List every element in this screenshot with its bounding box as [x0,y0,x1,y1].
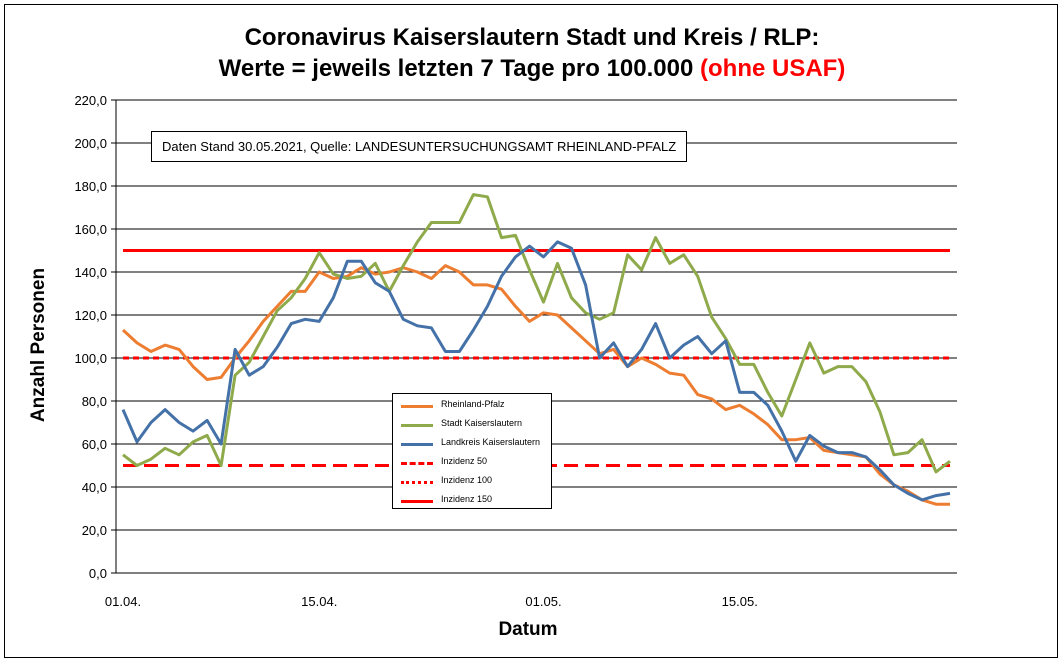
chart-frame [4,4,1058,658]
y-tick-label: 200,0 [74,136,107,151]
legend-swatch [401,424,433,427]
legend-swatch [401,500,433,503]
y-tick-label: 60,0 [82,437,107,452]
x-tick-label: 01.04. [105,594,141,609]
y-tick-label: 0,0 [89,566,107,581]
legend-item-rheinland-pfalz: Rheinland-Pfalz [393,396,551,415]
legend-label: Inzidenz 100 [441,475,493,485]
y-tick-label: 140,0 [74,265,107,280]
chart-title-line2: Werte = jeweils letzten 7 Tage pro 100.0… [0,53,1064,84]
chart-title-line1: Coronavirus Kaiserslautern Stadt und Kre… [244,24,820,51]
legend-label: Rheinland-Pfalz [441,399,505,409]
x-tick-label: 01.05. [525,594,561,609]
legend-label: Inzidenz 50 [441,456,488,466]
legend-label: Landkreis Kaiserslautern [441,437,541,447]
legend-swatch [401,443,433,446]
chart-title-main: Werte = jeweils letzten 7 Tage pro 100.0… [218,55,694,82]
series-lines [121,193,951,506]
chart-title: Coronavirus Kaiserslautern Stadt und Kre… [0,22,1064,84]
y-tick-label: 220,0 [74,93,107,108]
series-line-landkreis-kaiserslautern [121,240,951,502]
y-axis-label: Anzahl Personen [28,267,49,423]
legend-item-inzidenz-50: Inzidenz 50 [393,453,551,472]
x-tick-labels: 01.04. 15.04. 01.05. 15.05. [105,594,758,609]
x-axis-label: Datum [498,619,558,640]
legend-swatch [401,462,433,465]
y-tick-label: 100,0 [74,351,107,366]
legend-swatch [401,481,433,484]
y-tick-label: 80,0 [82,394,107,409]
y-tick-labels: 0,0 20,0 40,0 60,0 80,0 100,0 120,0 140,0 160,0 1… [74,93,107,581]
series-line-rheinland-pfalz [121,264,950,506]
y-tick-label: 160,0 [74,222,107,237]
axes [115,100,957,574]
y-tick-label: 40,0 [82,480,107,495]
y-tick-label: 120,0 [74,308,107,323]
legend-item-inzidenz-150: Inzidenz 150 [393,491,551,510]
legend-swatch [401,405,433,408]
series-line-stadt-kaiserslautern [122,193,951,474]
legend-item-inzidenz-100: Inzidenz 100 [393,472,551,491]
legend-item-landkreis-kaiserslautern: Landkreis Kaiserslautern [393,434,551,453]
y-tick-label: 180,0 [74,179,107,194]
y-tick-label: 20,0 [82,523,107,538]
chart-title-highlight: (ohne USAF) [700,55,846,82]
x-tick-label: 15.05. [722,594,758,609]
legend-label: Stadt Kaiserslautern [441,418,523,428]
data-source-annotation: Daten Stand 30.05.2021, Quelle: LANDESUN… [151,131,688,162]
legend-label: Inzidenz 150 [441,494,493,504]
x-tick-label: 15.04. [301,594,337,609]
legend-item-stadt-kaiserslautern: Stadt Kaiserslautern [393,415,551,434]
legend: Rheinland-Pfalz Stadt Kaiserslautern Landk… [392,393,552,509]
